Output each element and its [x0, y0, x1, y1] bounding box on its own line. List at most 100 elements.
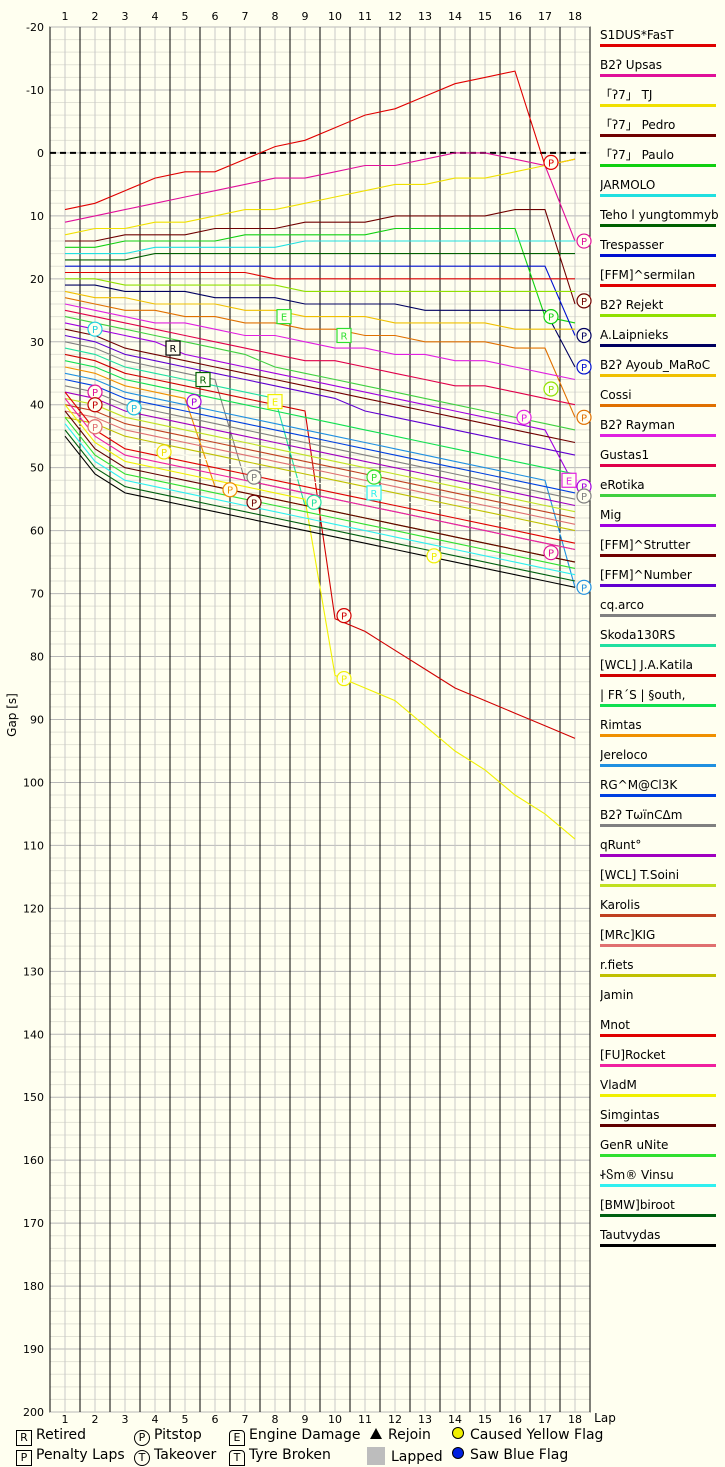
pitstop-marker [576, 233, 592, 249]
x-tick-label: 13 [418, 1413, 432, 1426]
legend-color-swatch [600, 1064, 716, 1067]
marker-label: P [92, 325, 98, 336]
x-tick-label-top: 13 [418, 10, 432, 23]
legend-color-swatch [600, 524, 716, 527]
key-pitstop: P Pitstop [134, 1427, 202, 1446]
legend-item: B2ʔ Ayoub_MaRoC [600, 358, 718, 388]
legend-item: [FU]Rocket [600, 1048, 718, 1078]
series-line [64, 416, 576, 569]
x-tick-label: 10 [328, 1413, 342, 1426]
legend-driver-name: | FR´S | §outh, [600, 688, 686, 702]
legend-item: Karolis [600, 898, 718, 928]
legend-driver-name: [MRc]KIG [600, 928, 656, 942]
legend-driver-name: VladM [600, 1078, 637, 1092]
pitstop-marker [87, 419, 103, 435]
marker-label: P [227, 486, 233, 497]
marker-label: P [581, 413, 587, 424]
x-tick-label: 6 [212, 1413, 219, 1426]
marker-label: R [170, 344, 177, 355]
legend-item: B2ʔ TωїnCΔm [600, 808, 718, 838]
legend-color-swatch [600, 1124, 716, 1127]
series-line [64, 158, 576, 236]
pitstop-marker [576, 409, 592, 425]
marker-label: P [581, 492, 587, 503]
legend-color-swatch [600, 584, 716, 587]
y-tick-label: 120 [23, 902, 44, 915]
x-tick-label: 11 [358, 1413, 372, 1426]
legend-driver-name: [FU]Rocket [600, 1048, 666, 1062]
legend-item: | FR´S | §outh, [600, 688, 718, 718]
x-tick-label: 2 [92, 1413, 99, 1426]
y-tick-label: -20 [26, 21, 44, 34]
legend-driver-name: Rimtas [600, 718, 642, 732]
pitstop-marker [426, 548, 442, 564]
legend-driver-name: B2ʔ Rayman [600, 418, 675, 432]
legend-color-swatch [600, 644, 716, 647]
legend-color-swatch [600, 494, 716, 497]
marker-label: P [131, 404, 137, 415]
marker-label: P [581, 583, 587, 594]
y-tick-label: 10 [30, 210, 44, 223]
pitstop-marker [87, 397, 103, 413]
legend-driver-name: ᏐႽm® Vinsu [600, 1168, 674, 1182]
legend-item: GenR uNite [600, 1138, 718, 1168]
engine-damage-marker [561, 472, 577, 488]
series-line [64, 397, 576, 513]
legend-driver-name: [WCL] T.Soini [600, 868, 680, 882]
series-line [64, 360, 576, 475]
y-tick-label: 20 [30, 273, 44, 286]
pitstop-marker [126, 400, 142, 416]
legend-color-swatch [600, 614, 716, 617]
pitstop-marker [543, 381, 559, 397]
y-tick-label: 110 [23, 839, 44, 852]
series-line [64, 309, 576, 406]
penalty-icon: P [16, 1450, 32, 1466]
x-tick-label: 7 [242, 1413, 249, 1426]
legend-driver-name: Mig [600, 508, 622, 522]
legend-driver-name: Jamin [600, 988, 634, 1002]
marker-label: P [371, 473, 377, 484]
key-pitstop-label: Pitstop [154, 1427, 202, 1443]
legend-color-swatch [600, 434, 716, 437]
pitstop-marker [186, 393, 202, 410]
series-line [65, 265, 576, 336]
legend-item: Mig [600, 508, 718, 538]
y-tick-label: 90 [30, 714, 44, 727]
series-line [64, 334, 576, 456]
marker-label: P [341, 675, 347, 686]
legend-driver-name: 「ʔ7」 Pedro [600, 118, 676, 132]
x-tick-label-top: 7 [242, 10, 249, 23]
legend-driver-name: [BMW]biroot [600, 1198, 675, 1212]
legend-color-swatch [600, 1094, 716, 1097]
key-penalty-laps: P Penalty Laps [16, 1447, 125, 1466]
key-engine-damage: E Engine Damage [229, 1427, 361, 1446]
marker-label: R [371, 489, 378, 500]
x-tick-label: 3 [122, 1413, 129, 1426]
engine-damage-icon: E [229, 1430, 245, 1446]
legend-item: [FFM]^sermilan [600, 268, 718, 298]
legend-driver-name: Skoda130RS [600, 628, 676, 642]
lapped-icon [367, 1447, 385, 1465]
marker-label: E [281, 313, 287, 324]
yellow-flag-icon [452, 1427, 464, 1439]
x-tick-label: 14 [448, 1413, 462, 1426]
y-tick-label: 170 [23, 1217, 44, 1230]
legend-item: 「ʔ7」 TJ [600, 88, 718, 118]
pitstop-marker [576, 327, 592, 344]
legend-color-swatch [600, 404, 716, 407]
series-line [65, 271, 575, 280]
legend-color-swatch [600, 374, 716, 377]
engine-damage-marker [267, 393, 283, 410]
series-line [64, 378, 576, 494]
legend-item: Jereloco [600, 748, 718, 778]
legend-driver-name: qRunt° [600, 838, 642, 852]
legend-driver-name: 「ʔ7」 TJ [600, 88, 653, 102]
series-line [64, 435, 576, 588]
x-tick-label: 18 [568, 1413, 582, 1426]
marker-label: P [251, 473, 257, 484]
x-tick-label-top: 10 [328, 10, 342, 23]
y-tick-label: 160 [23, 1154, 44, 1167]
legend-item: 「ʔ7」 Pedro [600, 118, 718, 148]
pitstop-icon: P [134, 1430, 150, 1446]
